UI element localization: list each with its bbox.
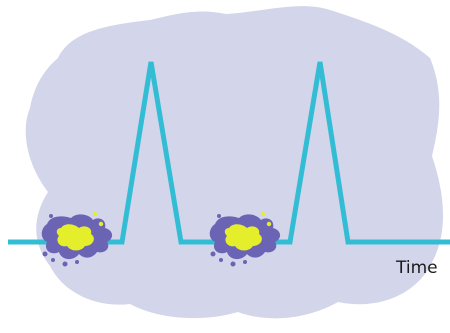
splat-icon xyxy=(209,212,281,267)
splat-icon xyxy=(41,212,113,267)
background-blob xyxy=(25,6,444,319)
time-axis-label: Time xyxy=(396,258,438,278)
